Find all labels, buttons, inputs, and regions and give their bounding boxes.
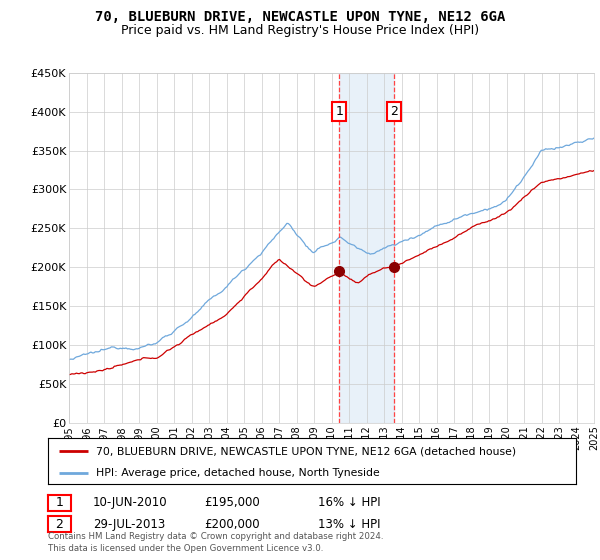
Text: Contains HM Land Registry data © Crown copyright and database right 2024.
This d: Contains HM Land Registry data © Crown c… bbox=[48, 533, 383, 553]
Text: 1: 1 bbox=[335, 105, 343, 118]
Text: 1: 1 bbox=[55, 496, 64, 510]
Text: Price paid vs. HM Land Registry's House Price Index (HPI): Price paid vs. HM Land Registry's House … bbox=[121, 24, 479, 36]
Text: 16% ↓ HPI: 16% ↓ HPI bbox=[318, 496, 380, 510]
Text: 2: 2 bbox=[390, 105, 398, 118]
Text: 13% ↓ HPI: 13% ↓ HPI bbox=[318, 517, 380, 531]
Text: 2: 2 bbox=[55, 517, 64, 531]
Text: 70, BLUEBURN DRIVE, NEWCASTLE UPON TYNE, NE12 6GA: 70, BLUEBURN DRIVE, NEWCASTLE UPON TYNE,… bbox=[95, 10, 505, 24]
Text: £195,000: £195,000 bbox=[204, 496, 260, 510]
Bar bbox=[339, 73, 394, 423]
Text: 29-JUL-2013: 29-JUL-2013 bbox=[93, 517, 165, 531]
Text: 70, BLUEBURN DRIVE, NEWCASTLE UPON TYNE, NE12 6GA (detached house): 70, BLUEBURN DRIVE, NEWCASTLE UPON TYNE,… bbox=[95, 446, 515, 456]
Text: 10-JUN-2010: 10-JUN-2010 bbox=[93, 496, 167, 510]
Text: £200,000: £200,000 bbox=[204, 517, 260, 531]
Text: HPI: Average price, detached house, North Tyneside: HPI: Average price, detached house, Nort… bbox=[95, 468, 379, 478]
